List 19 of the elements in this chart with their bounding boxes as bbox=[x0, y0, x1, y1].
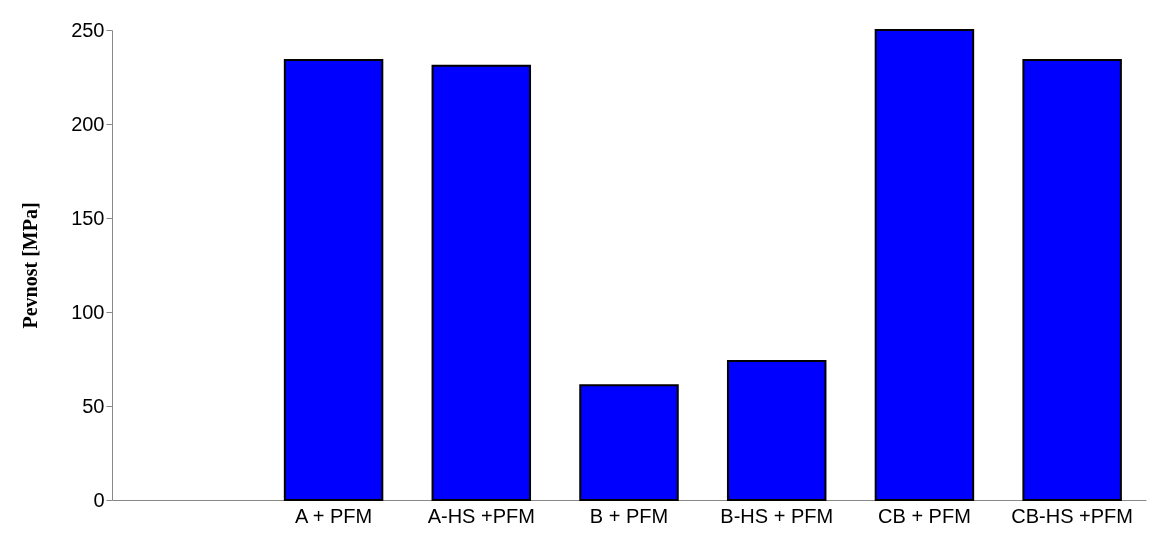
bar bbox=[874, 29, 975, 501]
x-tick-label: B + PFM bbox=[589, 504, 669, 527]
bar bbox=[431, 64, 532, 501]
y-tick-label: 100 bbox=[71, 300, 105, 323]
y-tick-label: 150 bbox=[71, 206, 105, 229]
bar bbox=[1022, 59, 1122, 501]
x-tick-label: CB-HS +PFM bbox=[1011, 504, 1133, 527]
x-tick-label: A-HS +PFM bbox=[427, 504, 535, 527]
y-axis-title: Pevnost [MPa] bbox=[19, 202, 42, 329]
bar bbox=[283, 59, 384, 501]
x-tick-label: CB + PFM bbox=[878, 504, 971, 527]
y-tick-label: 200 bbox=[71, 112, 105, 135]
bar bbox=[579, 384, 679, 501]
bar bbox=[726, 359, 827, 501]
x-tick-label: A + PFM bbox=[294, 504, 373, 527]
y-tick-label: 50 bbox=[82, 394, 105, 417]
x-tick-label: B-HS + PFM bbox=[720, 504, 834, 527]
y-tick-label: 250 bbox=[71, 18, 105, 41]
y-tick-label: 0 bbox=[93, 488, 105, 511]
